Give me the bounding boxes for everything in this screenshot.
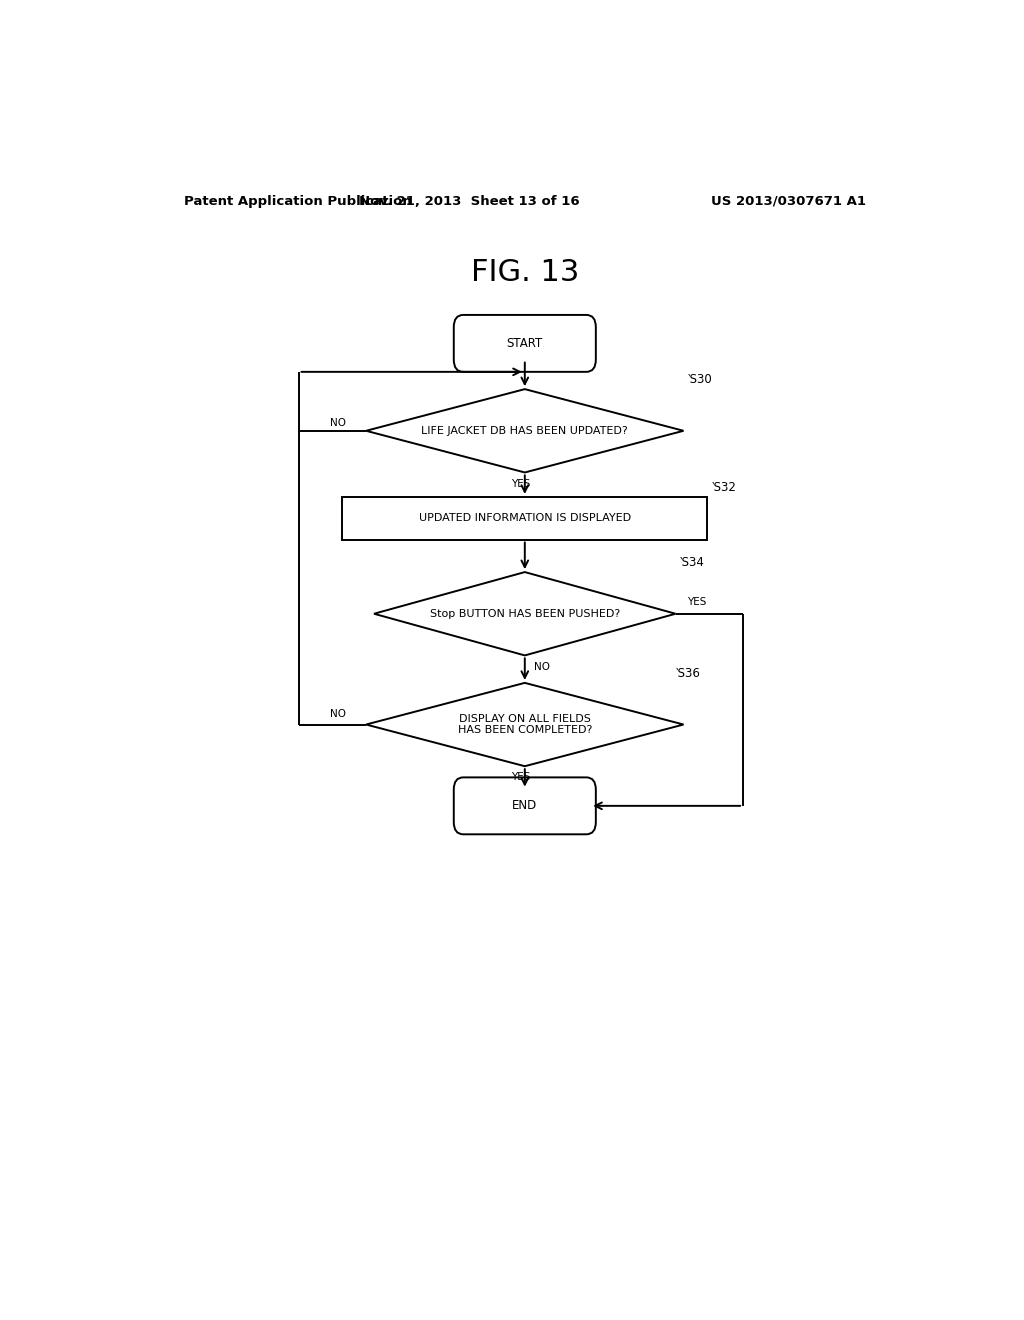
Polygon shape xyxy=(374,572,676,656)
Text: YES: YES xyxy=(687,597,707,607)
Text: START: START xyxy=(507,337,543,350)
Text: Patent Application Publication: Patent Application Publication xyxy=(183,194,412,207)
Text: NO: NO xyxy=(330,709,346,719)
Text: ‵S36: ‵S36 xyxy=(676,667,700,680)
Text: NO: NO xyxy=(330,417,346,428)
Text: US 2013/0307671 A1: US 2013/0307671 A1 xyxy=(711,194,866,207)
Text: YES: YES xyxy=(511,772,530,783)
Text: ‵S32: ‵S32 xyxy=(712,480,736,494)
Text: DISPLAY ON ALL FIELDS
HAS BEEN COMPLETED?: DISPLAY ON ALL FIELDS HAS BEEN COMPLETED… xyxy=(458,714,592,735)
Polygon shape xyxy=(367,389,684,473)
Bar xyxy=(342,496,708,540)
FancyBboxPatch shape xyxy=(454,777,596,834)
Text: UPDATED INFORMATION IS DISPLAYED: UPDATED INFORMATION IS DISPLAYED xyxy=(419,513,631,523)
Text: FIG. 13: FIG. 13 xyxy=(471,257,579,286)
Text: Nov. 21, 2013  Sheet 13 of 16: Nov. 21, 2013 Sheet 13 of 16 xyxy=(359,194,580,207)
Text: END: END xyxy=(512,800,538,812)
Polygon shape xyxy=(367,682,684,766)
Text: ‵S34: ‵S34 xyxy=(680,556,705,569)
Text: Stop BUTTON HAS BEEN PUSHED?: Stop BUTTON HAS BEEN PUSHED? xyxy=(430,609,620,619)
FancyBboxPatch shape xyxy=(454,315,596,372)
Text: LIFE JACKET DB HAS BEEN UPDATED?: LIFE JACKET DB HAS BEEN UPDATED? xyxy=(422,426,628,436)
Text: NO: NO xyxy=(535,661,550,672)
Text: ‵S30: ‵S30 xyxy=(687,374,713,385)
Text: YES: YES xyxy=(511,479,530,488)
